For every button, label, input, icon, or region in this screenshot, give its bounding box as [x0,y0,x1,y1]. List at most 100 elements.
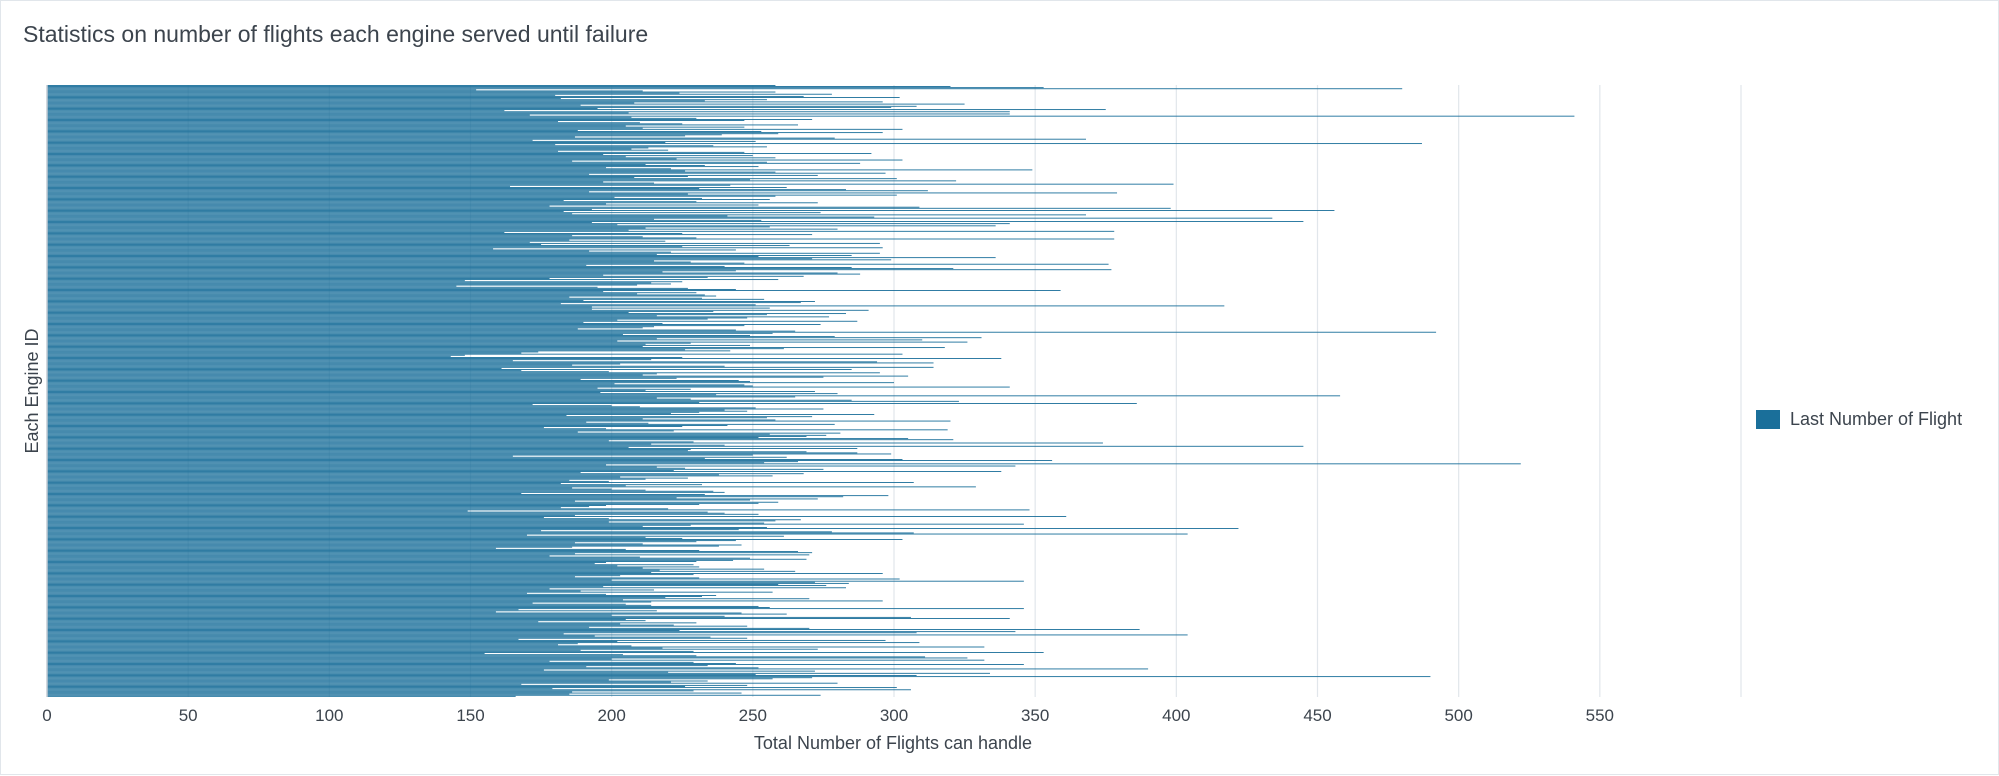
bar[interactable] [47,637,748,639]
bar[interactable] [47,273,861,275]
bar[interactable] [47,207,1171,209]
bar[interactable] [47,374,643,376]
bar[interactable] [47,448,858,449]
bar[interactable] [47,269,1112,271]
bar[interactable] [47,493,522,494]
bar[interactable] [47,159,903,161]
bar[interactable] [47,461,799,463]
bar[interactable] [47,126,745,128]
bar[interactable] [47,605,759,607]
bar[interactable] [47,293,638,295]
bar[interactable] [47,239,570,241]
bar[interactable] [47,567,643,569]
bar[interactable] [47,192,1118,194]
bar[interactable] [47,410,748,412]
bar[interactable] [47,398,691,400]
bar[interactable] [47,276,708,278]
bar[interactable] [47,517,544,519]
bar[interactable] [47,162,861,164]
bar[interactable] [47,294,705,296]
bar[interactable] [47,656,926,658]
bar[interactable] [47,547,496,549]
bar[interactable] [47,112,629,114]
bar[interactable] [47,540,736,542]
bar[interactable] [47,215,728,217]
bar[interactable] [47,419,776,421]
bar[interactable] [47,328,578,330]
bar[interactable] [47,660,550,662]
bar[interactable] [47,636,711,638]
bar[interactable] [47,512,725,514]
bar[interactable] [47,647,663,649]
bar[interactable] [47,472,581,474]
bar[interactable] [47,133,779,135]
bar[interactable] [47,281,683,283]
bar[interactable] [47,496,844,498]
bar[interactable] [47,629,1140,630]
bar[interactable] [47,316,830,318]
bar[interactable] [47,310,714,312]
bar[interactable] [47,502,759,504]
bar[interactable] [47,306,592,308]
bar[interactable] [47,110,505,112]
bar[interactable] [47,523,1024,525]
bar[interactable] [47,689,911,691]
bar[interactable] [47,244,542,245]
bar[interactable] [47,507,561,509]
bar[interactable] [47,603,626,605]
bar[interactable] [47,459,903,460]
bar[interactable] [47,268,954,270]
bar[interactable] [47,285,457,287]
bar[interactable] [47,396,796,398]
bar[interactable] [47,167,607,169]
bar[interactable] [47,602,533,604]
bar[interactable] [47,200,564,202]
bar[interactable] [47,362,934,364]
bar[interactable] [47,393,838,395]
bar[interactable] [47,91,776,93]
bar[interactable] [47,351,539,353]
bar[interactable] [47,576,575,578]
bar[interactable] [47,233,683,234]
bar[interactable] [47,131,762,132]
bar[interactable] [47,542,575,544]
bar[interactable] [47,395,1341,397]
bar[interactable] [47,439,954,441]
bar[interactable] [47,632,917,634]
bar[interactable] [47,465,1016,467]
bar[interactable] [47,86,951,87]
bar[interactable] [47,179,751,181]
bar[interactable] [47,624,674,626]
bar[interactable] [47,206,920,208]
bar[interactable] [47,435,807,437]
bar[interactable] [47,225,996,227]
bar[interactable] [47,680,708,682]
bar[interactable] [47,505,607,506]
bar[interactable] [47,291,604,293]
bar[interactable] [47,183,1174,185]
bar[interactable] [47,622,697,624]
bar[interactable] [47,462,765,464]
bar[interactable] [47,627,810,629]
bar[interactable] [47,430,674,432]
bar[interactable] [47,643,578,645]
bar[interactable] [47,644,559,646]
bar[interactable] [47,202,818,204]
bar[interactable] [47,295,717,297]
bar[interactable] [47,221,1304,222]
bar[interactable] [47,369,852,370]
bar[interactable] [47,450,688,452]
bar[interactable] [47,338,657,340]
bar[interactable] [47,482,914,483]
bar[interactable] [47,498,818,500]
bar[interactable] [47,242,880,244]
bar[interactable] [47,193,688,195]
bar[interactable] [47,274,604,276]
bar[interactable] [47,625,748,627]
bar[interactable] [47,308,592,310]
bar[interactable] [47,163,646,165]
bar[interactable] [47,181,604,183]
bar[interactable] [47,363,621,365]
bar[interactable] [47,695,516,697]
bar[interactable] [47,161,767,163]
